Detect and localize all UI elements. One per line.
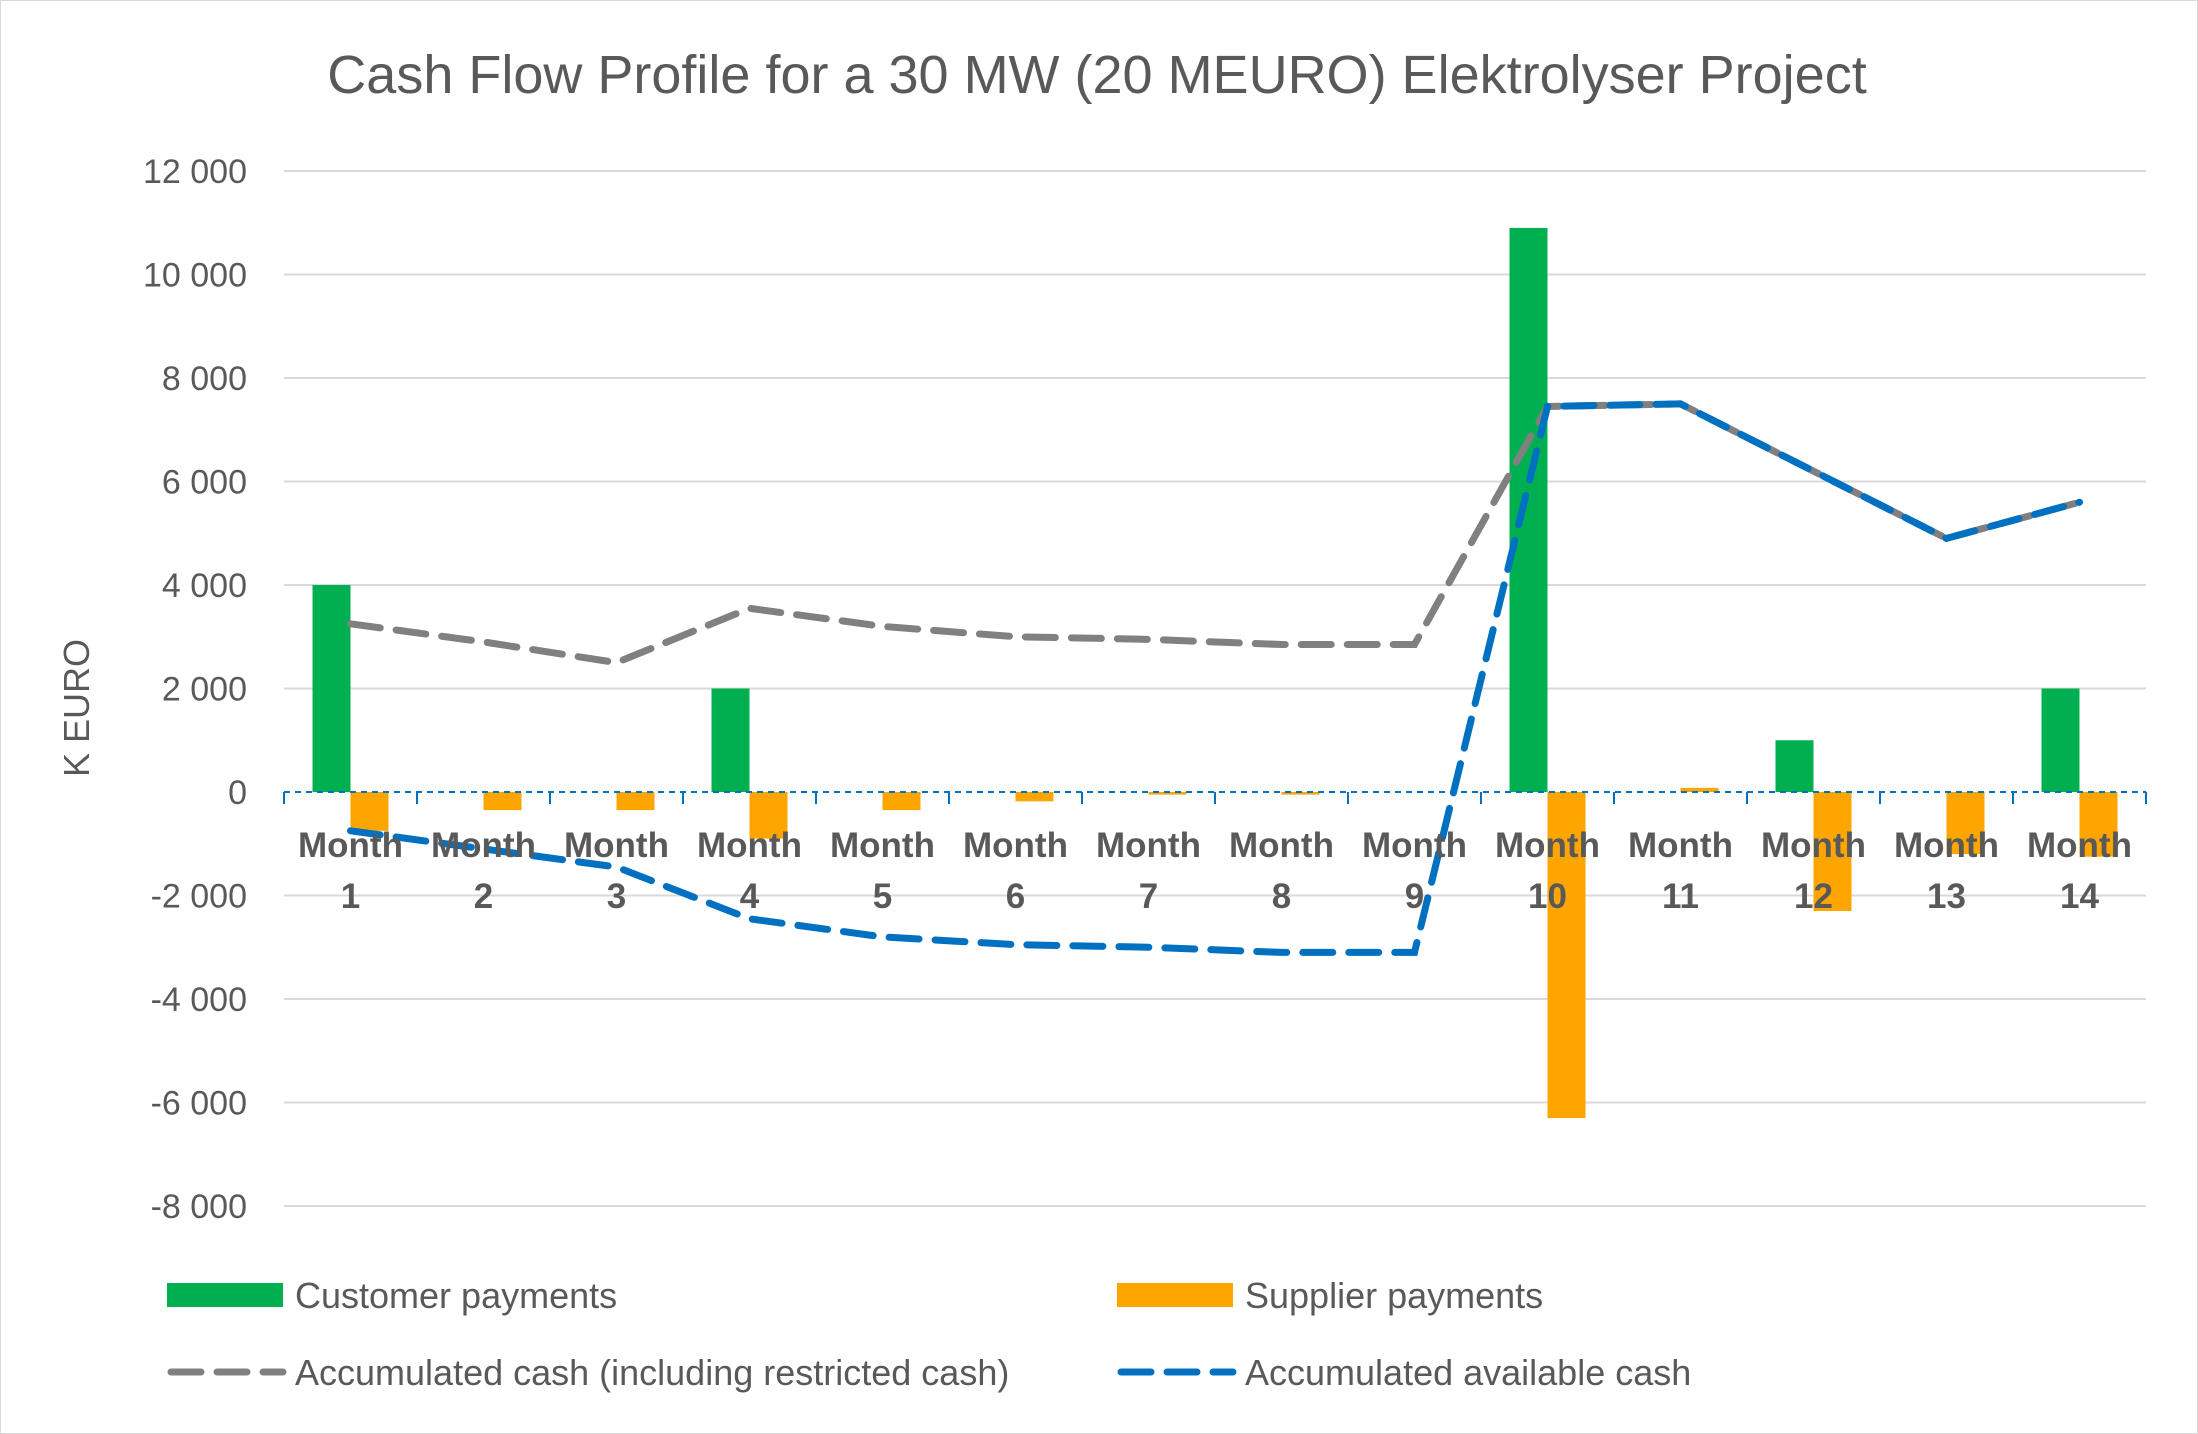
supplier-payment-bar bbox=[1680, 787, 1719, 792]
legend-customer-payments: Customer payments bbox=[167, 1275, 617, 1316]
x-tick-label: Month bbox=[1628, 826, 1733, 865]
supplier-payment-bar bbox=[1148, 792, 1187, 795]
x-tick-label: Month bbox=[1229, 826, 1334, 865]
y-tick-label: -2 000 bbox=[151, 878, 247, 916]
x-tick-label: Month bbox=[830, 826, 935, 865]
legend: Customer payments Supplier payments Accumu… bbox=[167, 1275, 1691, 1393]
x-tick-label: Month bbox=[2027, 826, 2132, 865]
x-tick-label: 10 bbox=[1528, 877, 1567, 916]
y-tick-label: 6 000 bbox=[162, 464, 247, 502]
x-tick-label: 12 bbox=[1794, 877, 1833, 916]
y-tick-label: -6 000 bbox=[151, 1085, 247, 1123]
supplier-payment-bar bbox=[483, 792, 522, 811]
supplier-payment-bar bbox=[1946, 792, 1985, 855]
gridlines bbox=[284, 170, 2146, 1207]
y-tick-label: 0 bbox=[228, 774, 247, 812]
x-tick-label: Month bbox=[963, 826, 1068, 865]
x-tick-label: 2 bbox=[474, 877, 493, 916]
y-tick-label: 4 000 bbox=[162, 567, 247, 605]
supplier-payment-bar bbox=[749, 792, 788, 839]
legend-label: Customer payments bbox=[295, 1275, 617, 1316]
legend-label: Supplier payments bbox=[1245, 1275, 1543, 1316]
customer-payment-bar bbox=[1775, 740, 1814, 792]
x-tick-label: Month bbox=[1495, 826, 1600, 865]
y-tick-label: -8 000 bbox=[151, 1188, 247, 1226]
supplier-payment-bar bbox=[1281, 792, 1320, 795]
x-tick-label: 9 bbox=[1405, 877, 1424, 916]
legend-swatch bbox=[1117, 1283, 1233, 1307]
x-tick-label: 1 bbox=[341, 877, 360, 916]
supplier-payment-bar bbox=[882, 792, 921, 811]
x-tick-label: Month bbox=[564, 826, 669, 865]
x-tick-label: 8 bbox=[1272, 877, 1291, 916]
x-tick-label: 11 bbox=[1662, 877, 1699, 916]
y-tick-label: 12 000 bbox=[143, 153, 247, 191]
x-tick-label: 5 bbox=[873, 877, 892, 916]
customer-payment-bar bbox=[711, 688, 750, 792]
supplier-payment-bar bbox=[1813, 792, 1852, 912]
x-tick-label: Month bbox=[1362, 826, 1467, 865]
x-tick-label: 6 bbox=[1006, 877, 1025, 916]
x-tick-label: 14 bbox=[2060, 877, 2099, 916]
legend-label: Accumulated cash (including restricted c… bbox=[295, 1352, 1009, 1393]
x-tick-label: Month bbox=[298, 826, 403, 865]
legend-supplier-payments: Supplier payments bbox=[1117, 1275, 1543, 1316]
legend-accumulated-cash: Accumulated cash (including restricted c… bbox=[167, 1352, 1009, 1393]
x-tick-label: Month bbox=[1894, 826, 1999, 865]
x-tick-label: 3 bbox=[607, 877, 626, 916]
legend-accumulated-available-cash: Accumulated available cash bbox=[1117, 1352, 1691, 1393]
x-tick-label: Month bbox=[697, 826, 802, 865]
accumulated-cash-line bbox=[347, 400, 2083, 667]
customer-payment-bar bbox=[312, 585, 351, 792]
x-tick-label: 7 bbox=[1139, 877, 1158, 916]
customer-payment-bar bbox=[2041, 688, 2080, 792]
lines bbox=[347, 400, 2083, 956]
supplier-payment-bar bbox=[350, 792, 389, 831]
y-tick-label: 10 000 bbox=[143, 257, 247, 295]
supplier-payment-bar bbox=[616, 792, 655, 811]
y-tick-label: 8 000 bbox=[162, 360, 247, 398]
customer-payment-bar bbox=[1509, 227, 1548, 793]
accumulated-available-cash-line bbox=[347, 400, 2083, 956]
x-tick-label: 13 bbox=[1927, 877, 1966, 916]
y-tick-label: -4 000 bbox=[151, 981, 247, 1019]
supplier-payment-bar bbox=[1015, 792, 1054, 802]
supplier-payment-bar bbox=[1547, 792, 1586, 1119]
supplier-payment-bar bbox=[2079, 792, 2118, 857]
legend-label: Accumulated available cash bbox=[1245, 1352, 1691, 1393]
x-axis-ticks: Month 1 Month 2 Month 3 Month 4 Month 5 Month 6 Mont… bbox=[298, 826, 2132, 916]
legend-swatch bbox=[167, 1283, 283, 1307]
y-axis-ticks: -8 000 -6 000 -4 000 -2 000 0 2 000 4 000 6 000… bbox=[143, 153, 247, 1226]
x-tick-label: Month bbox=[1761, 826, 1866, 865]
chart-title: Cash Flow Profile for a 30 MW (20 MEURO)… bbox=[327, 45, 1866, 105]
y-axis-label: K EURO bbox=[56, 639, 97, 777]
x-axis bbox=[283, 791, 2147, 804]
bars bbox=[312, 227, 2118, 1119]
x-tick-label: Month bbox=[1096, 826, 1201, 865]
x-tick-label: 4 bbox=[740, 877, 760, 916]
y-tick-label: 2 000 bbox=[162, 671, 247, 709]
x-tick-label: Month bbox=[431, 826, 536, 865]
